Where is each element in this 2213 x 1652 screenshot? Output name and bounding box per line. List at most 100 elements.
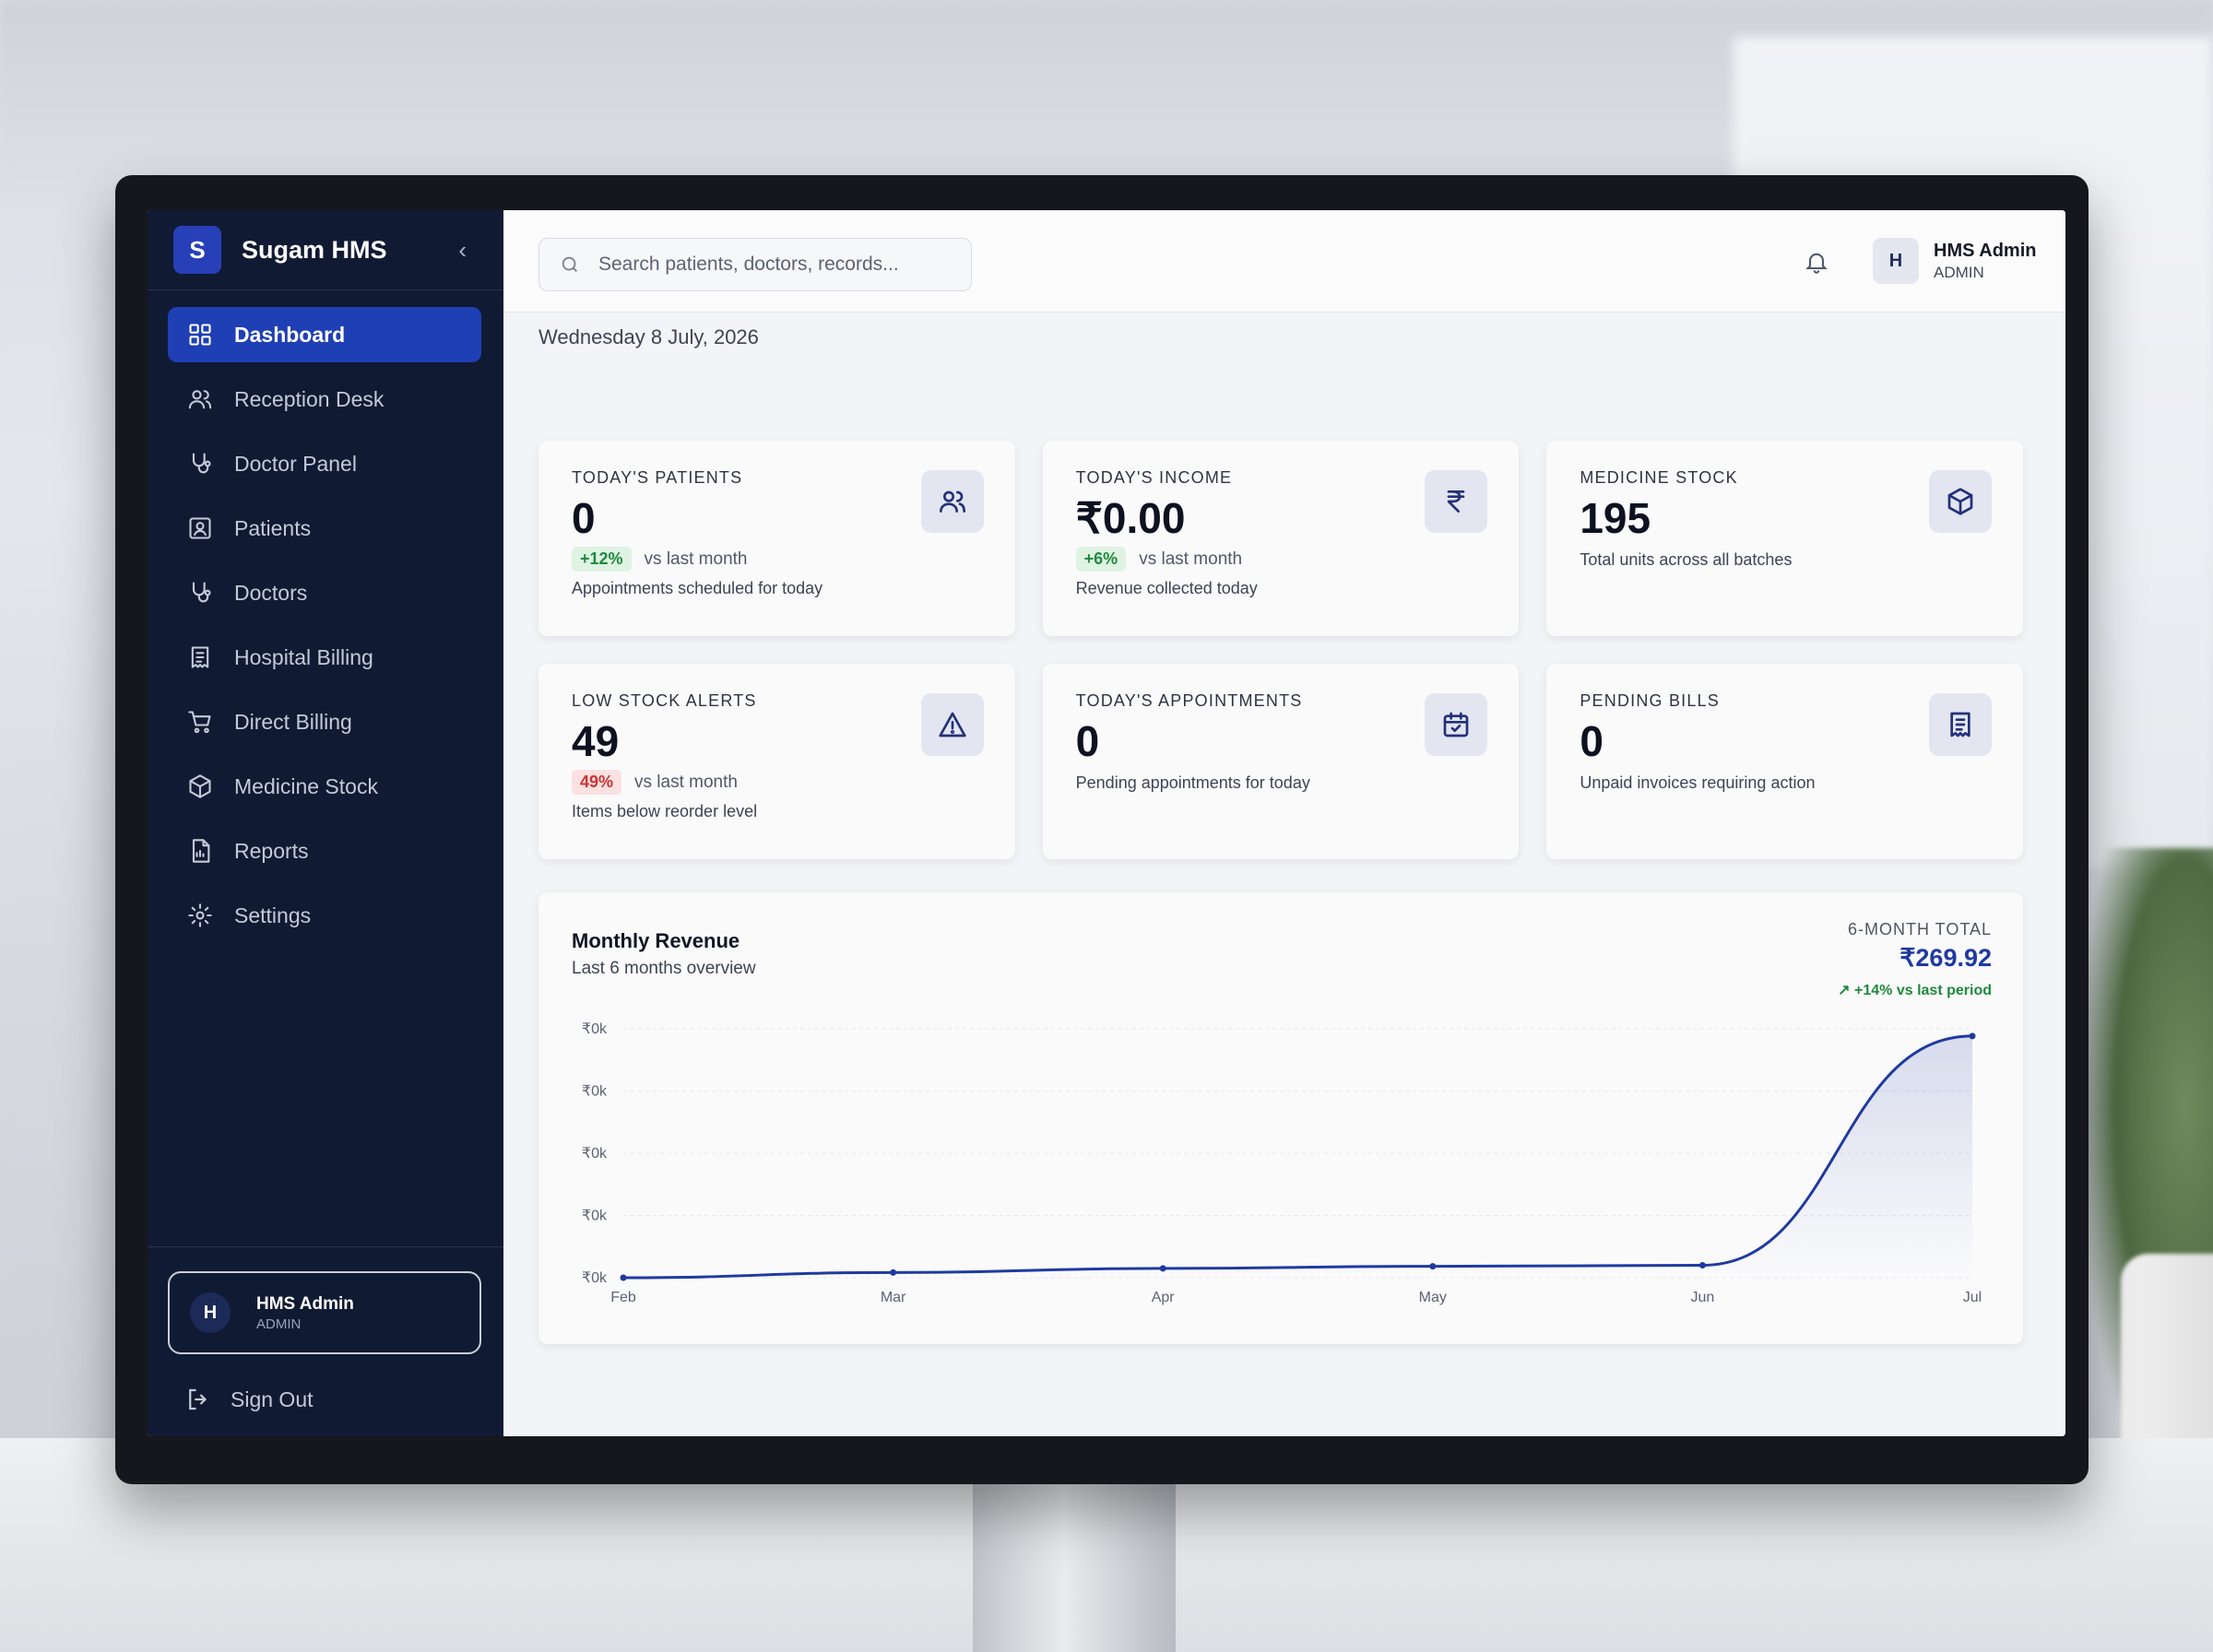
rupee-icon: [1425, 470, 1488, 533]
sidebar-item-patients[interactable]: Patients: [168, 501, 481, 556]
card-value: 0: [1075, 717, 1100, 765]
brand: S Sugam HMS ‹: [148, 210, 503, 290]
chevron-left-icon[interactable]: ‹: [458, 236, 467, 264]
card-value: 0: [1580, 717, 1604, 765]
stat-card-low-stock-alerts[interactable]: LOW STOCK ALERTS 49 49% vs last month Items …: [538, 664, 1015, 859]
y-tick-label: ₹0k: [582, 1084, 608, 1100]
x-tick-label: Mar: [881, 1290, 906, 1305]
notification-button[interactable]: [1804, 249, 1829, 279]
topbar-user[interactable]: H HMS Admin ADMIN: [1873, 238, 2036, 284]
x-tick-label: Feb: [610, 1290, 636, 1305]
sidebar-item-doctor-panel[interactable]: Doctor Panel: [168, 436, 481, 491]
delta-badge: 49%: [572, 770, 622, 795]
sidebar-item-label: Settings: [234, 903, 312, 927]
calendar-icon: [1425, 693, 1488, 756]
x-tick-label: Jun: [1691, 1290, 1715, 1305]
alert-icon: [920, 693, 984, 756]
search-box[interactable]: [538, 238, 972, 291]
card-value: 195: [1580, 494, 1651, 542]
sidebar-item-hospital-billing[interactable]: Hospital Billing: [168, 630, 481, 685]
card-delta: +6% vs last month: [1075, 547, 1486, 572]
sidebar-user-role: ADMIN: [256, 1316, 302, 1332]
box-icon: [1929, 470, 1992, 533]
chart-title: Monthly Revenue: [572, 929, 740, 952]
y-tick-label: ₹0k: [582, 1146, 608, 1162]
sidebar-item-medicine-stock[interactable]: Medicine Stock: [168, 759, 481, 814]
box-icon: [186, 773, 214, 800]
logout-icon: [189, 1388, 207, 1410]
sidebar-item-label: Dashboard: [234, 322, 346, 347]
sidebar-item-label: Reports: [234, 838, 309, 863]
sidebar-footer: H HMS Admin ADMIN Sign Out: [148, 1246, 503, 1436]
sidebar-user-card[interactable]: H HMS Admin ADMIN: [168, 1271, 481, 1354]
data-point[interactable]: [620, 1274, 627, 1281]
card-title: LOW STOCK ALERTS: [572, 691, 757, 710]
card-title: MEDICINE STOCK: [1580, 468, 1738, 487]
data-point[interactable]: [890, 1268, 897, 1276]
card-delta: 49% vs last month: [572, 770, 982, 795]
card-title: TODAY'S APPOINTMENTS: [1075, 691, 1303, 710]
search-input[interactable]: [597, 253, 951, 277]
y-tick-label: ₹0k: [582, 1021, 608, 1037]
receipt-icon: [1929, 693, 1992, 756]
gear-icon: [186, 902, 214, 929]
x-tick-label: May: [1419, 1290, 1447, 1305]
total-change-text: +14% vs last period: [1854, 983, 1992, 998]
sidebar-item-label: Patients: [234, 515, 312, 540]
stat-cards: TODAY'S PATIENTS 0 +12% vs last month Appoin…: [538, 441, 2023, 859]
data-point[interactable]: [1969, 1032, 1976, 1040]
avatar: H: [190, 1292, 231, 1333]
sidebar: S Sugam HMS ‹ Dashboard Reception Desk Doc…: [148, 210, 503, 1436]
sidebar-item-label: Reception Desk: [234, 386, 385, 411]
data-point[interactable]: [1698, 1262, 1706, 1268]
x-tick-label: Jul: [1963, 1290, 1982, 1305]
search-icon: [562, 256, 577, 272]
sidebar-item-label: Doctors: [234, 580, 308, 605]
sidebar-item-doctors[interactable]: Doctors: [168, 565, 481, 620]
sidebar-item-dashboard[interactable]: Dashboard: [168, 307, 481, 362]
revenue-area: [623, 1035, 1972, 1278]
sidebar-item-label: Hospital Billing: [234, 644, 373, 669]
card-subtitle: Revenue collected today: [1075, 579, 1258, 597]
stat-card-today-s-appointments[interactable]: TODAY'S APPOINTMENTS 0 Pending appointment…: [1042, 664, 1520, 859]
card-title: TODAY'S INCOME: [1075, 468, 1233, 487]
sidebar-item-reports[interactable]: Reports: [168, 823, 481, 879]
card-value: ₹0.00: [1075, 494, 1186, 542]
cart-icon: [186, 708, 214, 736]
stat-card-today-s-income[interactable]: TODAY'S INCOME ₹0.00 +6% vs last month Reven…: [1042, 441, 1520, 636]
trend-up-icon: ↗: [1838, 983, 1855, 998]
card-title: TODAY'S PATIENTS: [572, 468, 743, 487]
stat-card-today-s-patients[interactable]: TODAY'S PATIENTS 0 +12% vs last month Appoin…: [538, 441, 1015, 636]
card-delta: +12% vs last month: [572, 547, 982, 572]
card-value: 0: [572, 494, 596, 542]
bell-icon: [1805, 253, 1828, 274]
sidebar-item-label: Doctor Panel: [234, 451, 357, 476]
app-screen: S Sugam HMS ‹ Dashboard Reception Desk Doc…: [148, 210, 2065, 1436]
card-value: 49: [572, 717, 620, 765]
sidebar-item-settings[interactable]: Settings: [168, 888, 481, 943]
stat-card-pending-bills[interactable]: PENDING BILLS 0 Unpaid invoices requiring …: [1546, 664, 2023, 859]
delta-text: vs last month: [644, 549, 748, 569]
sidebar-user-name: HMS Admin: [256, 1293, 354, 1314]
sidebar-item-label: Direct Billing: [234, 709, 352, 734]
y-tick-label: ₹0k: [582, 1209, 608, 1224]
sidebar-item-reception-desk[interactable]: Reception Desk: [168, 372, 481, 427]
topbar-user-role: ADMIN: [1934, 263, 1984, 281]
users-icon: [920, 470, 984, 533]
y-tick-label: ₹0k: [582, 1270, 608, 1286]
stat-card-medicine-stock[interactable]: MEDICINE STOCK 195 Total units across all …: [1546, 441, 2023, 636]
grid-icon: [186, 321, 214, 348]
delta-text: vs last month: [634, 772, 738, 792]
stethoscope-icon: [186, 450, 214, 478]
data-point[interactable]: [1429, 1263, 1437, 1270]
x-tick-label: Apr: [1152, 1290, 1176, 1305]
data-point[interactable]: [1159, 1265, 1166, 1272]
chart-subtitle: Last 6 months overview: [572, 959, 756, 978]
sign-out-button[interactable]: Sign Out: [184, 1386, 314, 1413]
revenue-line: [622, 1034, 1973, 1280]
sidebar-item-direct-billing[interactable]: Direct Billing: [168, 694, 481, 749]
card-subtitle: Unpaid invoices requiring action: [1580, 773, 1816, 792]
delta-badge: +6%: [1075, 547, 1127, 572]
card-subtitle: Appointments scheduled for today: [572, 579, 823, 597]
